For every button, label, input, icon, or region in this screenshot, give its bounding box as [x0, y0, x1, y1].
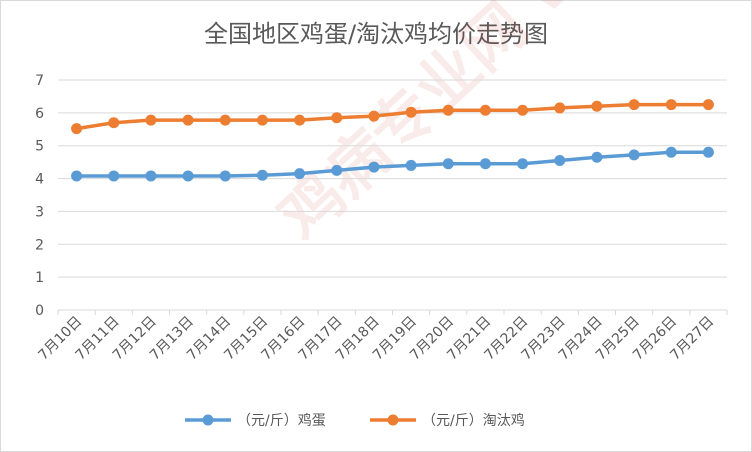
data-point [479, 104, 491, 116]
data-point [517, 158, 529, 170]
data-point [702, 146, 714, 158]
data-point [108, 117, 120, 129]
series-group [71, 99, 714, 182]
data-point [442, 158, 454, 170]
data-point [182, 114, 194, 126]
data-point [517, 104, 529, 116]
data-point [145, 170, 157, 182]
data-point [368, 110, 380, 122]
y-tick-label: 7 [35, 73, 44, 89]
chart-title: 全国地区鸡蛋/淘汰鸡均价走势图 [203, 20, 549, 48]
data-point [71, 123, 83, 135]
data-point [628, 99, 640, 111]
data-point [145, 114, 157, 126]
data-point [219, 114, 231, 126]
x-axis-ticks: 7月10日7月11日7月12日7月13日7月14日7月15日7月16日7月17日… [35, 310, 728, 364]
data-point [108, 170, 120, 182]
y-tick-label: 5 [35, 139, 44, 155]
data-point [219, 170, 231, 182]
legend-label: （元/斤）淘汰鸡 [422, 412, 525, 429]
series-line-1 [76, 102, 709, 131]
y-tick-label: 0 [35, 303, 44, 319]
data-point [182, 170, 194, 182]
legend-marker [387, 414, 399, 426]
data-point [405, 159, 417, 171]
y-tick-label: 1 [35, 270, 44, 286]
data-point [479, 158, 491, 170]
data-point [294, 114, 306, 126]
data-point [665, 146, 677, 158]
data-point [405, 106, 417, 118]
data-point [702, 99, 714, 111]
legend-label: （元/斤）鸡蛋 [237, 412, 326, 429]
data-point [591, 100, 603, 112]
data-point [442, 104, 454, 116]
data-point [294, 168, 306, 180]
y-tick-label: 3 [35, 204, 44, 220]
data-point [71, 170, 83, 182]
data-point [368, 161, 380, 173]
data-point [331, 164, 343, 176]
data-point [591, 151, 603, 163]
data-point [256, 114, 268, 126]
data-point [628, 149, 640, 161]
data-point [554, 102, 566, 114]
legend-marker [202, 414, 214, 426]
data-point [665, 99, 677, 111]
data-point [256, 169, 268, 181]
legend: （元/斤）鸡蛋 （元/斤）淘汰鸡 [185, 412, 525, 429]
y-tick-label: 4 [35, 172, 44, 188]
data-point [331, 112, 343, 124]
data-point [554, 155, 566, 166]
y-tick-label: 6 [35, 106, 44, 122]
y-tick-label: 2 [35, 237, 44, 253]
y-axis-ticks: 0 1 2 3 4 5 6 7 [35, 73, 44, 319]
series-line-0 [76, 150, 709, 178]
